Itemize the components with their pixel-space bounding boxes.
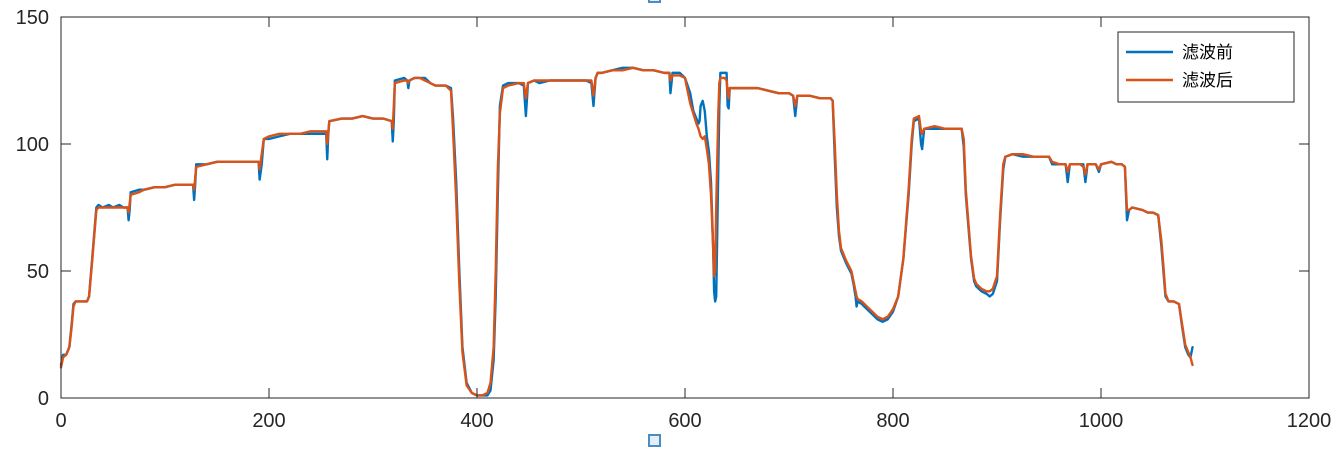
x-tick-label: 1200 (1287, 410, 1332, 432)
selection-handle-top[interactable] (648, 0, 661, 3)
x-tick-label: 600 (668, 410, 701, 432)
legend-label-2: 滤波后 (1182, 71, 1233, 91)
x-tick-label: 200 (252, 410, 285, 432)
y-tick-label: 150 (16, 7, 49, 29)
x-tick-label: 400 (460, 410, 493, 432)
legend-box (1117, 31, 1295, 103)
x-tick-label: 1000 (1079, 410, 1124, 432)
series-layer (59, 66, 1194, 397)
x-tick-label: 0 (55, 410, 66, 432)
tick-layer: 0 200 400 600 800 1000 1200 0 50 100 150 (16, 7, 1332, 432)
y-tick-label: 0 (38, 388, 49, 410)
y-tick-label: 100 (16, 134, 49, 156)
y-tick-label: 50 (27, 261, 49, 283)
legend-label-1: 滤波前 (1182, 43, 1233, 63)
series-line-2 (59, 66, 1194, 397)
selection-handle-bottom[interactable] (648, 434, 661, 447)
x-tick-label: 800 (876, 410, 909, 432)
